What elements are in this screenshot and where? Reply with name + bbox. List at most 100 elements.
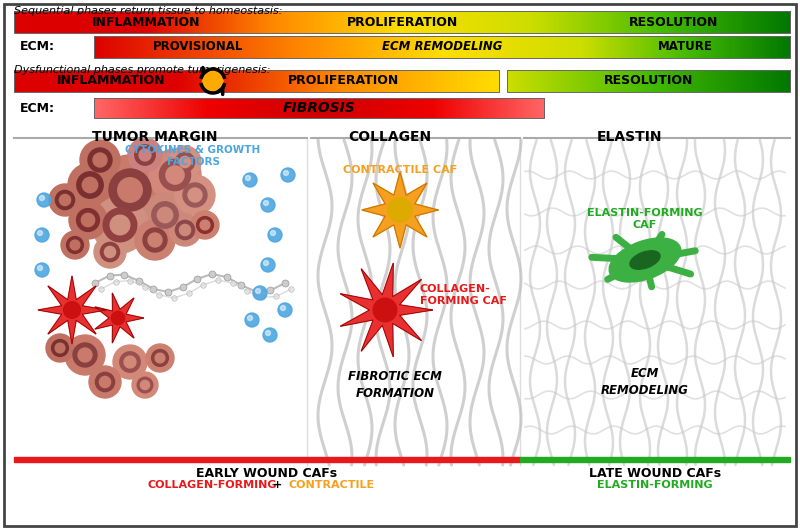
Bar — [730, 11, 733, 33]
Bar — [608, 11, 610, 33]
Bar — [778, 70, 780, 92]
Bar — [276, 70, 278, 92]
Bar — [482, 11, 485, 33]
Bar — [179, 11, 182, 33]
Polygon shape — [362, 172, 438, 248]
Bar — [355, 98, 358, 118]
Bar — [675, 11, 678, 33]
Bar — [778, 36, 781, 58]
Bar — [210, 70, 212, 92]
Bar — [526, 98, 530, 118]
Bar — [75, 70, 78, 92]
Bar — [45, 11, 48, 33]
Bar — [134, 70, 136, 92]
Bar — [519, 98, 522, 118]
Bar — [599, 70, 602, 92]
Bar — [407, 98, 410, 118]
Bar — [298, 98, 302, 118]
Bar — [561, 11, 564, 33]
Bar — [274, 36, 277, 58]
Bar — [242, 70, 245, 92]
Bar — [185, 11, 188, 33]
Bar — [679, 36, 682, 58]
Bar — [159, 70, 162, 92]
Bar — [534, 70, 536, 92]
Bar — [410, 70, 413, 92]
Bar — [572, 70, 574, 92]
Bar — [94, 98, 98, 118]
Bar — [662, 11, 665, 33]
Bar — [308, 70, 310, 92]
Text: CONTRACTILE: CONTRACTILE — [289, 480, 375, 490]
Bar — [706, 70, 709, 92]
Bar — [494, 70, 497, 92]
Bar — [578, 36, 582, 58]
Bar — [406, 70, 410, 92]
Bar — [610, 70, 613, 92]
Bar — [714, 70, 716, 92]
Bar — [350, 70, 353, 92]
Bar — [323, 98, 326, 118]
Bar — [107, 11, 110, 33]
Bar — [417, 70, 419, 92]
Bar — [541, 70, 543, 92]
Bar — [565, 36, 568, 58]
Bar — [347, 70, 350, 92]
Bar — [326, 98, 329, 118]
Bar — [281, 98, 284, 118]
Bar — [287, 70, 290, 92]
Bar — [452, 70, 454, 92]
Bar — [514, 11, 518, 33]
Bar — [551, 11, 554, 33]
Bar — [650, 36, 653, 58]
Bar — [641, 11, 643, 33]
Bar — [132, 98, 135, 118]
Bar — [364, 98, 367, 118]
Bar — [722, 70, 725, 92]
Bar — [555, 11, 558, 33]
Bar — [166, 11, 168, 33]
Bar — [682, 11, 684, 33]
Bar — [646, 36, 649, 58]
Bar — [159, 11, 162, 33]
Bar — [359, 98, 362, 118]
Bar — [302, 36, 306, 58]
Bar — [728, 11, 731, 33]
Bar — [672, 11, 674, 33]
Bar — [332, 11, 335, 33]
Circle shape — [158, 207, 173, 223]
Bar — [782, 11, 785, 33]
Bar — [306, 36, 310, 58]
Circle shape — [175, 153, 194, 172]
Bar — [367, 36, 370, 58]
Bar — [471, 70, 474, 92]
Bar — [167, 11, 170, 33]
Bar — [618, 70, 620, 92]
Bar — [767, 70, 770, 92]
Bar — [577, 11, 579, 33]
Bar — [231, 98, 234, 118]
Bar — [634, 70, 637, 92]
Circle shape — [245, 313, 259, 327]
Bar — [488, 98, 491, 118]
Bar — [517, 11, 519, 33]
Bar — [16, 70, 18, 92]
Circle shape — [37, 193, 51, 207]
Bar — [337, 98, 340, 118]
Circle shape — [166, 166, 184, 184]
Bar — [715, 36, 718, 58]
Bar — [170, 98, 174, 118]
Text: RESOLUTION: RESOLUTION — [629, 15, 718, 29]
Bar — [654, 70, 657, 92]
Bar — [402, 98, 406, 118]
Bar — [629, 70, 631, 92]
Bar — [651, 70, 654, 92]
Circle shape — [92, 197, 148, 253]
Bar — [761, 36, 764, 58]
Bar — [634, 36, 637, 58]
Bar — [400, 11, 403, 33]
Bar — [342, 11, 345, 33]
Bar — [583, 70, 586, 92]
Circle shape — [35, 263, 49, 277]
Bar — [251, 98, 254, 118]
